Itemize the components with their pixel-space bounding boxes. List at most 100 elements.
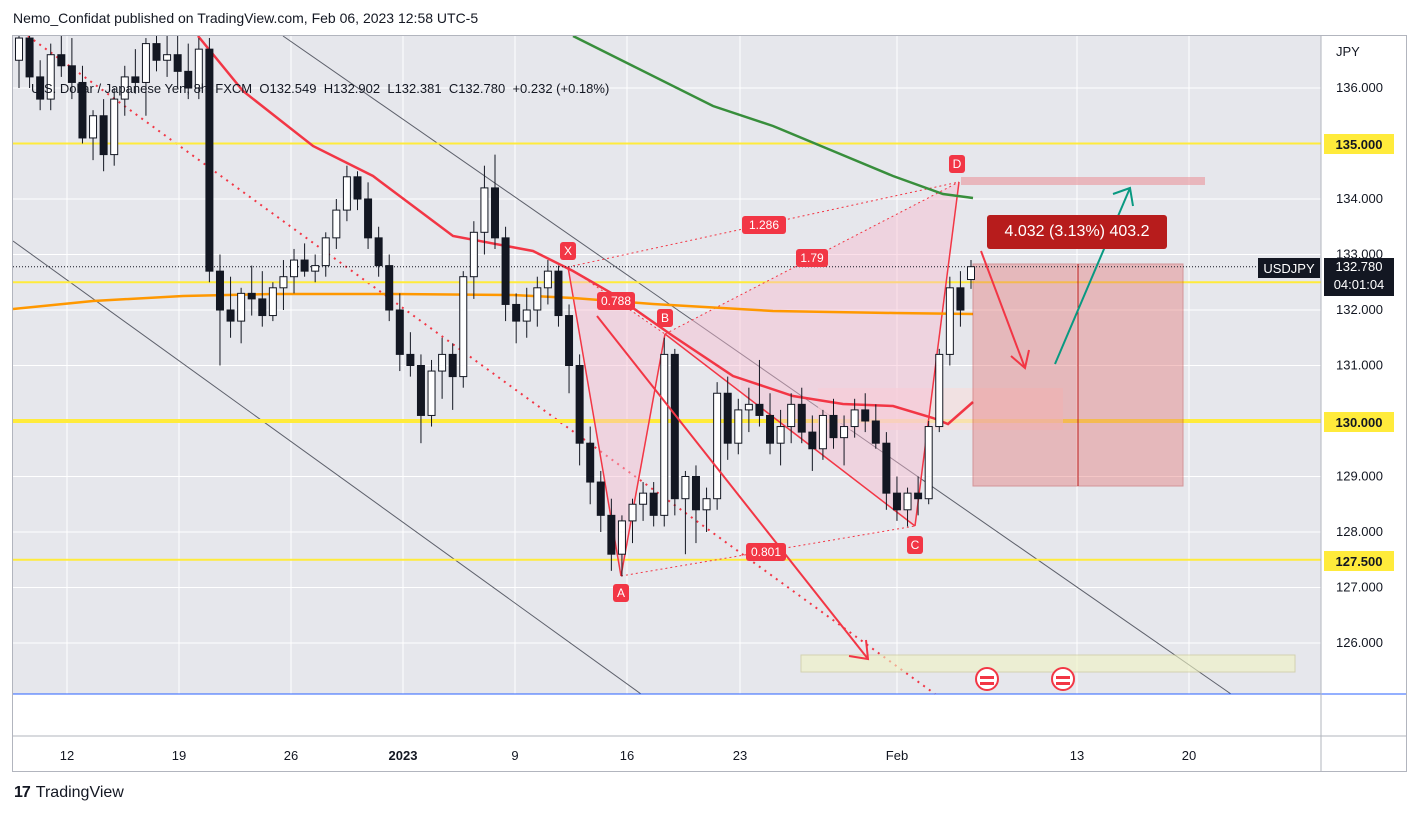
candle — [596, 470, 605, 532]
candle-body — [353, 176, 362, 200]
bcd-triangle — [665, 182, 959, 526]
candle-body — [766, 414, 775, 444]
candle-body — [226, 309, 235, 322]
candle-body — [787, 403, 796, 428]
candle-body — [491, 187, 499, 239]
candle-body — [152, 43, 161, 61]
candle — [543, 260, 552, 305]
candle-body — [903, 492, 912, 511]
publisher-line: Nemo_Confidat published on TradingView.c… — [13, 10, 479, 26]
candle — [438, 337, 447, 399]
candle-body — [649, 492, 658, 516]
candle-body — [163, 54, 172, 61]
candle-body — [311, 265, 320, 272]
candle — [755, 359, 764, 427]
candle-body — [501, 237, 510, 305]
candle — [533, 276, 542, 327]
point-label-text: X — [564, 244, 572, 258]
candle-body — [99, 115, 108, 156]
level-135-badge: 135.000 — [1324, 134, 1394, 154]
candle — [734, 398, 743, 455]
open-label: O — [259, 81, 270, 96]
point-label-bg — [949, 155, 965, 173]
candle — [713, 382, 722, 510]
candle-body — [120, 76, 129, 100]
candle — [681, 470, 690, 555]
point-b-label: B — [657, 309, 673, 327]
candle-body — [840, 426, 849, 439]
candle — [342, 165, 351, 222]
candle — [205, 38, 214, 283]
low-value: 132.381 — [394, 81, 442, 96]
ratio-bd-label: 1.79 — [796, 249, 828, 267]
candle — [575, 354, 584, 466]
ticker-badge: USDJPY — [1258, 258, 1320, 278]
price-tick-label: 126.000 — [1336, 635, 1383, 650]
candle-body — [247, 292, 256, 300]
candle — [332, 199, 341, 249]
price-tick-label: 136.000 — [1336, 80, 1383, 95]
candle — [120, 65, 129, 116]
candle-body — [565, 315, 574, 366]
ratio-label-text: 0.801 — [751, 545, 781, 559]
candle-body — [427, 370, 436, 416]
candle — [808, 415, 817, 471]
candle-body — [533, 287, 542, 311]
currency-label: JPY — [1336, 44, 1360, 59]
projection-arrow-line — [596, 315, 869, 660]
chart-panel[interactable]: X A B C D 0.788 0.801 1.79 1.286 JPY 136.000 134.0… — [12, 35, 1407, 772]
candle-body — [300, 259, 309, 272]
candle — [945, 276, 954, 366]
point-label-text: A — [617, 586, 625, 600]
candle — [215, 254, 224, 366]
candle-body — [438, 353, 447, 372]
ratio-label-text: 1.286 — [749, 218, 779, 232]
candle-body — [215, 270, 224, 311]
time-tick-label: 23 — [733, 748, 747, 763]
candle — [512, 293, 521, 344]
candle — [46, 43, 55, 111]
ratio-label-bg — [746, 543, 786, 561]
candle-body — [744, 403, 753, 411]
candle-body — [67, 65, 76, 83]
ratio-label-bg — [796, 249, 828, 267]
change-value: +0.232 (+0.18%) — [512, 81, 610, 96]
candle-body — [617, 520, 626, 555]
point-label-bg — [613, 584, 629, 602]
price-tick-label: 133.000 — [1336, 247, 1383, 262]
tradingview-logo[interactable]: 17 TradingView — [14, 784, 124, 802]
level-1275-badge: 127.500 — [1324, 551, 1394, 571]
candle-body — [713, 392, 722, 500]
candle — [131, 49, 140, 94]
candle-body — [755, 403, 764, 416]
candle-body — [448, 353, 457, 378]
time-tick-label: 9 — [511, 748, 518, 763]
candle — [36, 60, 45, 111]
ratio-ac-label: 0.801 — [746, 543, 786, 561]
candle-body — [586, 442, 595, 483]
candle-body — [480, 187, 489, 233]
candle — [173, 36, 182, 88]
candle-body — [406, 353, 415, 366]
candle-body — [681, 476, 690, 500]
candle — [797, 387, 806, 444]
candle — [702, 487, 711, 532]
candle-body — [512, 303, 521, 322]
candle — [258, 271, 267, 327]
point-label-bg — [657, 309, 673, 327]
candle-body — [416, 365, 425, 416]
candle-body — [342, 176, 351, 211]
down-arrow-head — [1010, 349, 1030, 370]
candle — [67, 38, 76, 100]
projection-arrow-head — [848, 639, 870, 661]
candle-body — [184, 70, 193, 89]
candle — [861, 393, 870, 433]
candle-body — [660, 353, 669, 516]
candle — [311, 254, 320, 283]
candle — [744, 387, 753, 433]
tradingview-logo-icon: 17 — [14, 784, 31, 801]
candle-body — [861, 409, 870, 422]
candle-body — [808, 431, 817, 450]
pattern-leg — [620, 333, 666, 577]
